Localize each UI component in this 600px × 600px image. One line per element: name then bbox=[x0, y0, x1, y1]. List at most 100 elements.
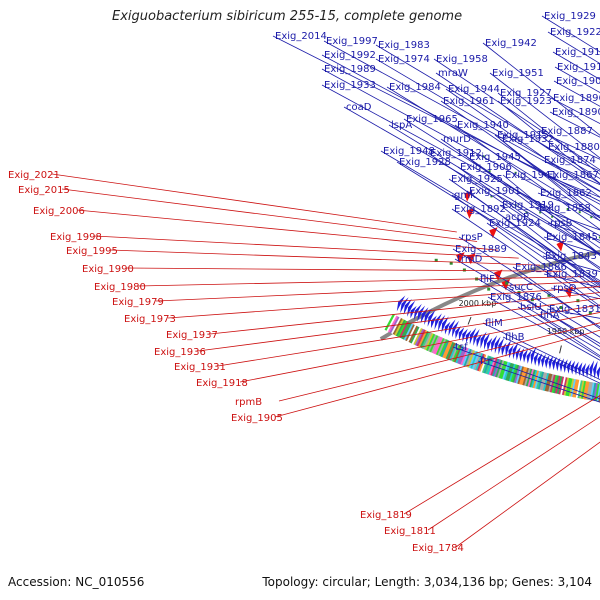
forward-cds-arrow bbox=[491, 335, 498, 353]
cog-segment bbox=[585, 381, 592, 400]
cog-segment bbox=[546, 373, 553, 392]
cog-segment bbox=[395, 319, 406, 337]
forward-cds-arrow bbox=[526, 350, 532, 364]
cog-segment bbox=[539, 372, 546, 390]
outer-gene-label: flhB bbox=[505, 332, 525, 343]
outer-gene-label: Exig_1890 bbox=[552, 107, 600, 118]
outer-gene-label: Exig_1922 bbox=[550, 27, 600, 38]
outer-gene-label: Exig_1874 bbox=[544, 155, 596, 166]
forward-cds-arrow bbox=[480, 331, 487, 349]
inner-leader-line bbox=[167, 286, 600, 319]
cog-segment bbox=[537, 371, 544, 390]
outer-gene-label: Exig_1880 bbox=[548, 142, 600, 153]
scale-tick bbox=[467, 316, 472, 325]
cog-segment bbox=[498, 360, 506, 379]
inner-gene-label: Exig_1905 bbox=[231, 413, 283, 424]
forward-cds-arrow bbox=[552, 356, 557, 371]
outer-leader-line bbox=[497, 92, 600, 175]
outer-gene-label: Exig_1901 bbox=[469, 186, 521, 197]
inner-gene-label: Exig_1973 bbox=[124, 314, 176, 325]
cog-segment bbox=[408, 325, 418, 343]
inner-leader-line bbox=[93, 235, 519, 259]
cog-segment bbox=[544, 373, 551, 392]
cog-segment bbox=[528, 369, 536, 388]
outer-gene-label: Exig_1904 bbox=[556, 76, 600, 87]
cog-segment bbox=[488, 357, 497, 376]
cog-segment bbox=[437, 338, 447, 356]
gc-mark bbox=[514, 171, 517, 174]
gc-mark bbox=[449, 261, 453, 265]
outer-gene-label: Exig_1927 bbox=[500, 88, 552, 99]
inner-leader-line bbox=[427, 416, 600, 531]
forward-cds-arrow bbox=[476, 334, 482, 348]
cog-segment bbox=[496, 360, 505, 378]
cog-segment bbox=[493, 359, 501, 377]
outer-leader-line bbox=[440, 138, 600, 249]
outer-leader-line bbox=[386, 86, 600, 219]
gc-mark bbox=[576, 299, 580, 303]
outer-gene-label: Exig_1948 bbox=[383, 146, 435, 157]
gc-mark bbox=[559, 306, 563, 309]
outer-gene-label: Exig_1839 bbox=[546, 269, 598, 280]
cog-segment bbox=[527, 368, 534, 387]
cog-segment bbox=[556, 375, 563, 395]
cog-segment bbox=[554, 375, 561, 394]
outer-leader-line bbox=[375, 58, 600, 192]
outer-leader-line bbox=[454, 258, 600, 344]
cog-segment bbox=[445, 341, 455, 360]
cog-segment bbox=[420, 331, 431, 349]
outer-gene-label: Exig_1928 bbox=[399, 157, 451, 168]
outer-leader-line bbox=[427, 152, 600, 269]
cog-segment bbox=[478, 354, 487, 372]
outer-leader-line bbox=[272, 35, 600, 202]
outer-gene-label: Exig_1923 bbox=[500, 96, 552, 107]
inner-gene-label: Exig_2021 bbox=[8, 170, 60, 181]
forward-cds-arrow bbox=[566, 360, 572, 374]
inner-gene-label: Exig_1980 bbox=[94, 282, 146, 293]
forward-cds-arrow bbox=[434, 313, 442, 330]
inner-leader-line bbox=[197, 298, 600, 352]
outer-gene-label: mraW bbox=[438, 68, 468, 79]
inner-leader-line bbox=[403, 395, 600, 515]
gc-mark bbox=[525, 211, 528, 214]
forward-cds-arrow bbox=[593, 360, 598, 379]
gc-mark bbox=[505, 281, 509, 285]
label-leader-lines bbox=[51, 15, 600, 548]
gc-mark bbox=[547, 293, 551, 297]
outer-gene-label: Exig_1843 bbox=[545, 251, 597, 262]
cog-segment bbox=[564, 377, 571, 396]
cog-segment bbox=[592, 382, 598, 402]
forward-cds-arrow bbox=[589, 360, 595, 378]
outer-leader-line bbox=[482, 42, 600, 136]
outer-gene-label: Exig_1906 bbox=[460, 162, 512, 173]
cog-segment bbox=[406, 324, 417, 342]
scale-label: 2000 kbp bbox=[459, 299, 497, 308]
outer-leader-line bbox=[497, 100, 600, 184]
outer-gene-label: rpsP bbox=[461, 232, 483, 243]
inner-gene-label: Exig_1995 bbox=[66, 246, 118, 257]
outer-gene-label: hslU bbox=[520, 302, 542, 313]
outer-gene-label: Exig_1910 bbox=[557, 62, 600, 73]
inner-leader-line bbox=[209, 292, 600, 335]
inner-leader-line bbox=[217, 304, 600, 367]
inner-leader-line bbox=[76, 209, 498, 251]
outer-gene-label: Exig_1941 bbox=[505, 170, 557, 181]
cog-segment bbox=[547, 374, 554, 393]
gc-mark bbox=[488, 170, 491, 173]
outer-gene-label: Exig_2014 bbox=[275, 31, 327, 42]
forward-cds-arrow bbox=[563, 359, 568, 373]
outer-leader-line bbox=[451, 194, 600, 297]
outer-gene-label: Exig_1940 bbox=[457, 120, 509, 131]
outer-gene-label: Exig_1983 bbox=[378, 40, 430, 51]
outer-leader-line bbox=[487, 296, 600, 361]
inner-leader-line bbox=[274, 329, 600, 418]
cog-segment bbox=[412, 327, 423, 345]
outer-leader-line bbox=[458, 236, 600, 328]
outer-gene-label: Exig_1858 bbox=[539, 203, 591, 214]
outer-leader-line bbox=[445, 88, 600, 198]
outer-leader-line bbox=[494, 134, 600, 219]
outer-leader-line bbox=[466, 156, 600, 257]
outer-leader-line bbox=[502, 216, 600, 294]
